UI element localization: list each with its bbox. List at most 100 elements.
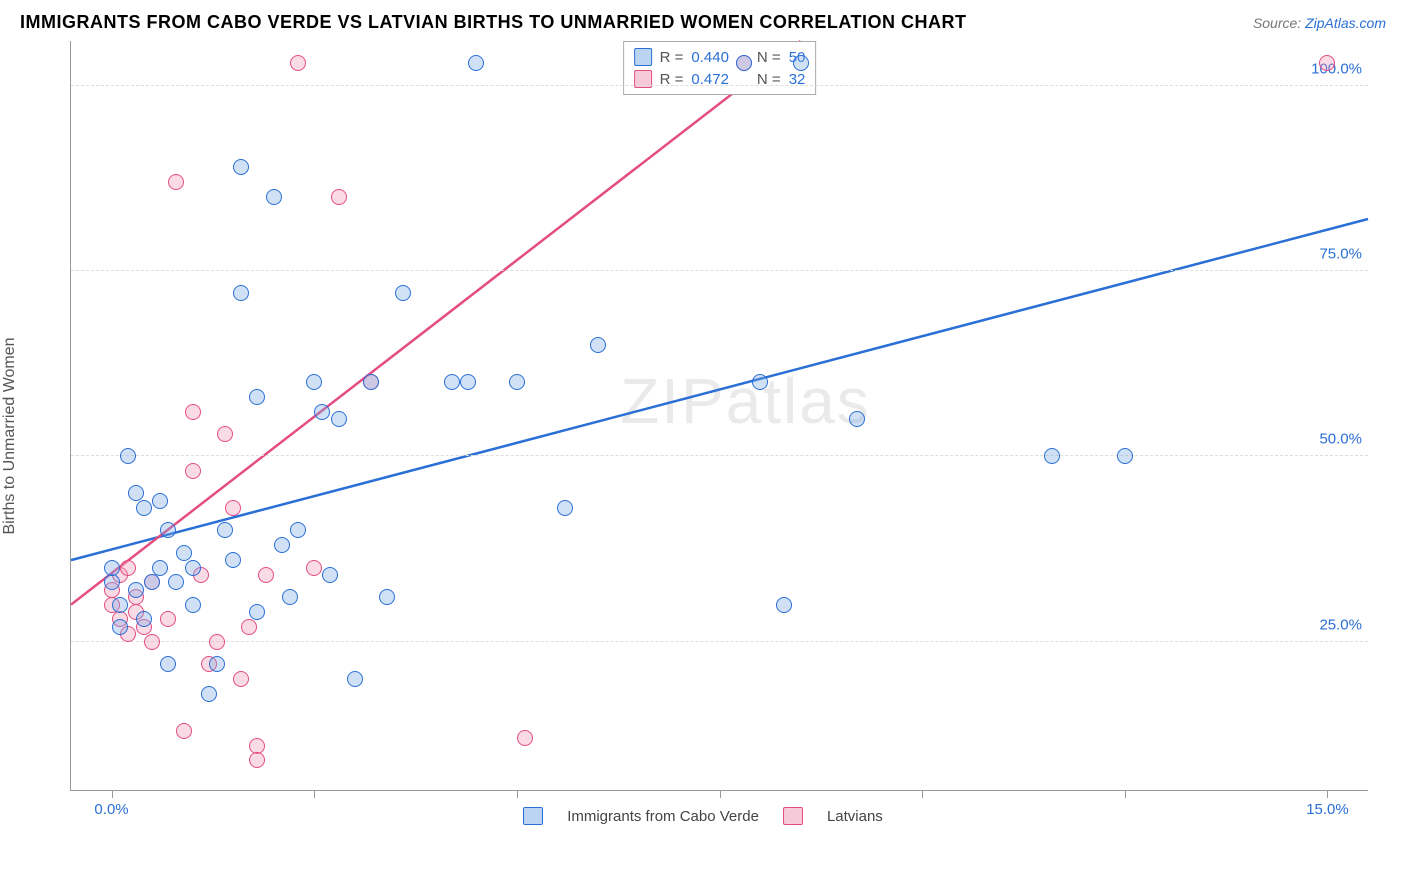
scatter-point-cabo-verde (331, 411, 347, 427)
scatter-point-cabo-verde (201, 686, 217, 702)
scatter-point-cabo-verde (249, 389, 265, 405)
scatter-point-cabo-verde (104, 574, 120, 590)
scatter-point-cabo-verde (363, 374, 379, 390)
x-tick (922, 790, 923, 798)
scatter-point-latvians (331, 189, 347, 205)
scatter-point-cabo-verde (322, 567, 338, 583)
scatter-point-latvians (225, 500, 241, 516)
scatter-point-cabo-verde (217, 522, 233, 538)
stat-r-label: R = (660, 49, 684, 66)
scatter-point-latvians (209, 634, 225, 650)
source-prefix: Source: (1253, 15, 1305, 31)
stat-r-value: 0.440 (691, 49, 729, 66)
scatter-point-latvians (1319, 55, 1335, 71)
scatter-point-cabo-verde (776, 597, 792, 613)
source-link[interactable]: ZipAtlas.com (1305, 15, 1386, 31)
stat-n-label: N = (757, 49, 781, 66)
y-axis-label: Births to Unmarried Women (1, 337, 19, 534)
x-tick (1125, 790, 1126, 798)
scatter-point-cabo-verde (152, 493, 168, 509)
scatter-point-cabo-verde (249, 604, 265, 620)
scatter-point-latvians (217, 426, 233, 442)
x-tick (517, 790, 518, 798)
y-tick-label: 25.0% (1319, 616, 1362, 633)
y-tick-label: 50.0% (1319, 431, 1362, 448)
scatter-point-latvians (144, 634, 160, 650)
trend-lines-layer (71, 41, 1368, 790)
scatter-point-cabo-verde (557, 500, 573, 516)
scatter-point-latvians (233, 671, 249, 687)
x-tick (314, 790, 315, 798)
gridline (71, 641, 1368, 642)
scatter-point-latvians (290, 55, 306, 71)
scatter-point-cabo-verde (849, 411, 865, 427)
scatter-point-cabo-verde (160, 522, 176, 538)
scatter-point-latvians (120, 560, 136, 576)
scatter-point-latvians (168, 174, 184, 190)
x-tick (112, 790, 113, 798)
gridline (71, 270, 1368, 271)
scatter-point-cabo-verde (274, 537, 290, 553)
scatter-point-latvians (185, 463, 201, 479)
scatter-point-latvians (176, 723, 192, 739)
scatter-point-cabo-verde (152, 560, 168, 576)
scatter-point-cabo-verde (290, 522, 306, 538)
scatter-point-cabo-verde (379, 589, 395, 605)
x-tick (720, 790, 721, 798)
scatter-point-cabo-verde (136, 500, 152, 516)
legend-swatch-cabo-verde (523, 807, 543, 825)
legend-label-latvians: Latvians (827, 808, 883, 825)
scatter-point-latvians (241, 619, 257, 635)
gridline (71, 85, 1368, 86)
scatter-point-cabo-verde (104, 560, 120, 576)
scatter-point-cabo-verde (176, 545, 192, 561)
scatter-point-cabo-verde (128, 485, 144, 501)
stats-row-latvians: R = 0.472N = 32 (634, 68, 806, 90)
scatter-point-cabo-verde (185, 597, 201, 613)
scatter-point-cabo-verde (128, 582, 144, 598)
scatter-plot-area: ZIPatlas R = 0.440N = 50R = 0.472N = 32 … (70, 41, 1368, 791)
scatter-point-cabo-verde (112, 619, 128, 635)
legend-label-cabo-verde: Immigrants from Cabo Verde (567, 808, 759, 825)
scatter-point-cabo-verde (136, 611, 152, 627)
scatter-point-latvians (249, 752, 265, 768)
scatter-point-latvians (306, 560, 322, 576)
scatter-point-cabo-verde (1044, 448, 1060, 464)
scatter-point-cabo-verde (460, 374, 476, 390)
scatter-point-cabo-verde (225, 552, 241, 568)
scatter-point-cabo-verde (120, 448, 136, 464)
scatter-point-latvians (517, 730, 533, 746)
x-tick (1327, 790, 1328, 798)
scatter-point-cabo-verde (282, 589, 298, 605)
scatter-point-cabo-verde (444, 374, 460, 390)
series-legend: Immigrants from Cabo Verde Latvians (20, 807, 1386, 825)
scatter-point-latvians (160, 611, 176, 627)
stats-swatch (634, 48, 652, 66)
gridline (71, 455, 1368, 456)
scatter-point-cabo-verde (112, 597, 128, 613)
stats-row-cabo-verde: R = 0.440N = 50 (634, 46, 806, 68)
source-attribution: Source: ZipAtlas.com (1253, 15, 1386, 31)
scatter-point-latvians (249, 738, 265, 754)
chart-title: IMMIGRANTS FROM CABO VERDE VS LATVIAN BI… (20, 12, 966, 33)
scatter-point-cabo-verde (314, 404, 330, 420)
scatter-point-cabo-verde (793, 55, 809, 71)
y-tick-label: 75.0% (1319, 245, 1362, 262)
scatter-point-cabo-verde (509, 374, 525, 390)
scatter-point-cabo-verde (168, 574, 184, 590)
scatter-point-cabo-verde (752, 374, 768, 390)
scatter-point-cabo-verde (233, 285, 249, 301)
scatter-point-cabo-verde (590, 337, 606, 353)
legend-swatch-latvians (783, 807, 803, 825)
correlation-stats-box: R = 0.440N = 50R = 0.472N = 32 (623, 41, 817, 95)
scatter-point-cabo-verde (209, 656, 225, 672)
scatter-point-cabo-verde (468, 55, 484, 71)
scatter-point-cabo-verde (233, 159, 249, 175)
scatter-point-cabo-verde (144, 574, 160, 590)
scatter-point-cabo-verde (395, 285, 411, 301)
scatter-point-cabo-verde (306, 374, 322, 390)
scatter-point-cabo-verde (266, 189, 282, 205)
scatter-point-cabo-verde (185, 560, 201, 576)
scatter-point-cabo-verde (1117, 448, 1133, 464)
scatter-point-cabo-verde (160, 656, 176, 672)
